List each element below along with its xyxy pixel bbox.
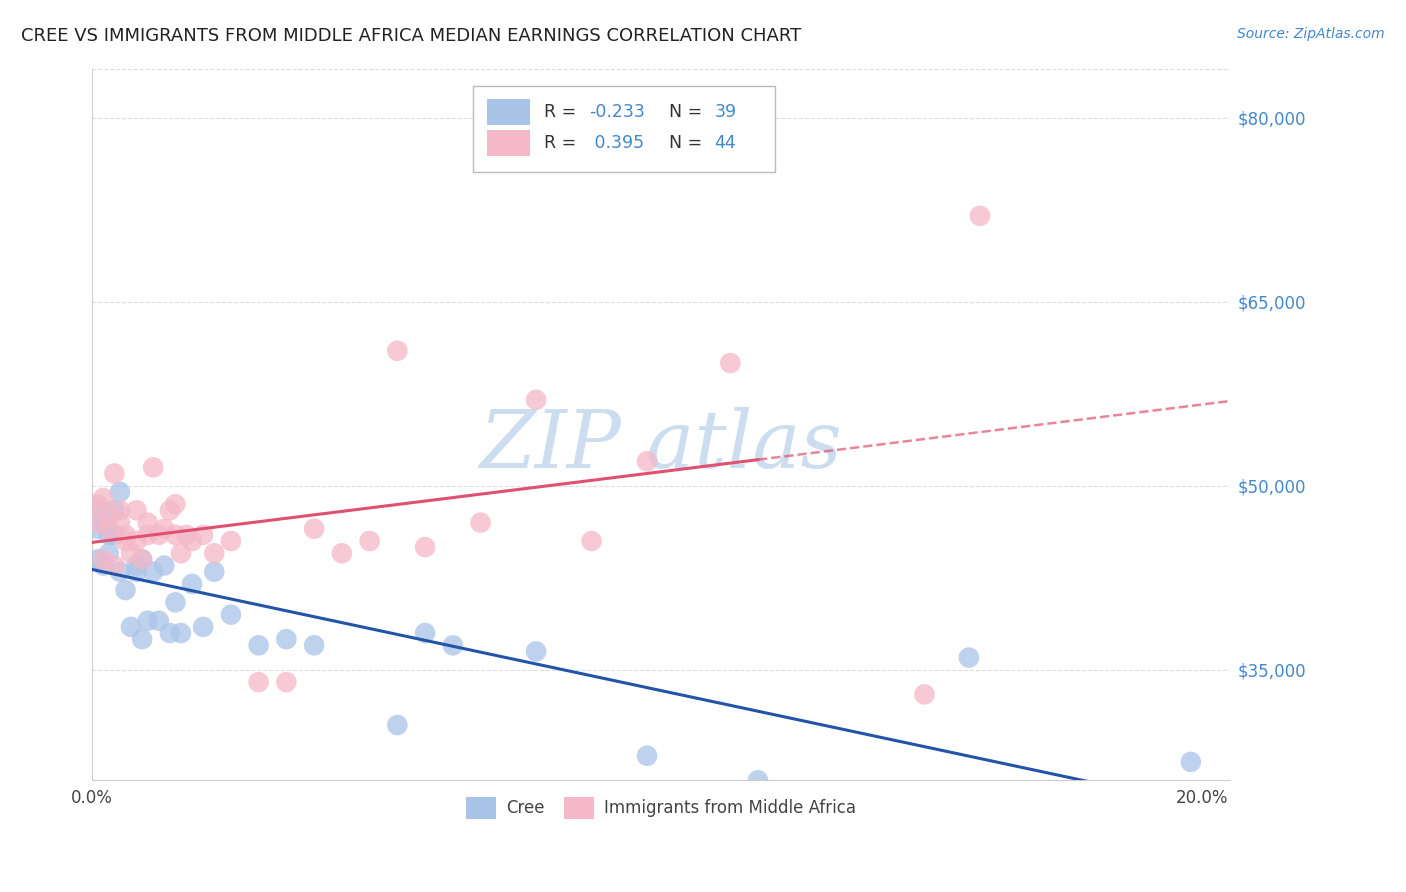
Point: [103, 528, 125, 542]
Point: [87, 552, 110, 566]
Point: [142, 460, 165, 475]
Point: [108, 484, 131, 499]
Point: [359, 533, 381, 548]
Point: [125, 533, 148, 548]
Text: R =: R =: [544, 135, 582, 153]
Point: [114, 528, 136, 542]
Point: [148, 528, 170, 542]
Text: -0.233: -0.233: [589, 103, 645, 121]
Point: [219, 533, 242, 548]
Point: [165, 595, 187, 609]
Point: [718, 356, 741, 370]
Point: [136, 528, 159, 542]
Point: [120, 546, 142, 560]
Point: [125, 565, 148, 579]
Point: [131, 632, 153, 647]
Point: [91, 552, 114, 566]
Point: [131, 552, 153, 566]
Point: [957, 650, 980, 665]
Point: [524, 392, 547, 407]
Text: ZIP atlas: ZIP atlas: [479, 407, 842, 484]
Point: [148, 614, 170, 628]
Text: CREE VS IMMIGRANTS FROM MIDDLE AFRICA MEDIAN EARNINGS CORRELATION CHART: CREE VS IMMIGRANTS FROM MIDDLE AFRICA ME…: [21, 27, 801, 45]
Point: [176, 528, 198, 542]
Point: [219, 607, 242, 622]
Point: [302, 522, 325, 536]
Point: [302, 638, 325, 652]
Point: [103, 467, 125, 481]
FancyBboxPatch shape: [474, 87, 775, 172]
FancyBboxPatch shape: [486, 99, 530, 125]
Point: [136, 614, 159, 628]
Point: [142, 565, 165, 579]
Point: [276, 632, 298, 647]
Point: [159, 503, 181, 517]
Point: [914, 687, 936, 701]
Point: [636, 748, 658, 763]
Point: [969, 209, 991, 223]
Point: [247, 675, 270, 690]
Point: [636, 454, 658, 468]
Point: [125, 503, 148, 517]
Point: [103, 503, 125, 517]
Text: 0.395: 0.395: [589, 135, 644, 153]
Point: [202, 565, 225, 579]
Point: [276, 675, 298, 690]
Point: [91, 491, 114, 505]
Point: [413, 626, 436, 640]
Point: [91, 558, 114, 573]
Point: [165, 528, 187, 542]
Point: [108, 516, 131, 530]
Point: [524, 644, 547, 658]
Point: [330, 546, 353, 560]
Point: [170, 546, 193, 560]
Point: [470, 516, 492, 530]
Text: N =: N =: [669, 103, 707, 121]
Text: 44: 44: [714, 135, 737, 153]
Point: [87, 516, 110, 530]
Text: R =: R =: [544, 103, 582, 121]
Point: [747, 773, 769, 788]
FancyBboxPatch shape: [486, 130, 530, 156]
Point: [114, 533, 136, 548]
Point: [159, 626, 181, 640]
Point: [441, 638, 464, 652]
Point: [387, 343, 409, 358]
Point: [136, 516, 159, 530]
Legend: Cree, Immigrants from Middle Africa: Cree, Immigrants from Middle Africa: [458, 790, 863, 825]
Point: [153, 522, 176, 536]
Point: [87, 522, 110, 536]
Point: [97, 546, 120, 560]
Point: [114, 583, 136, 598]
Point: [581, 533, 603, 548]
Point: [87, 497, 110, 511]
Point: [91, 516, 114, 530]
Point: [131, 552, 153, 566]
Point: [103, 558, 125, 573]
Point: [170, 626, 193, 640]
Point: [153, 558, 176, 573]
Point: [247, 638, 270, 652]
Point: [413, 540, 436, 554]
Point: [97, 528, 120, 542]
Point: [191, 620, 214, 634]
Point: [181, 577, 204, 591]
Point: [202, 546, 225, 560]
Point: [1180, 755, 1202, 769]
Point: [108, 565, 131, 579]
Point: [387, 718, 409, 732]
Text: 39: 39: [714, 103, 737, 121]
Point: [191, 528, 214, 542]
Point: [108, 503, 131, 517]
Text: Source: ZipAtlas.com: Source: ZipAtlas.com: [1237, 27, 1385, 41]
Point: [181, 533, 204, 548]
Point: [120, 620, 142, 634]
Point: [87, 503, 110, 517]
Point: [165, 497, 187, 511]
Text: N =: N =: [669, 135, 707, 153]
Point: [97, 522, 120, 536]
Point: [97, 509, 120, 524]
Point: [125, 558, 148, 573]
